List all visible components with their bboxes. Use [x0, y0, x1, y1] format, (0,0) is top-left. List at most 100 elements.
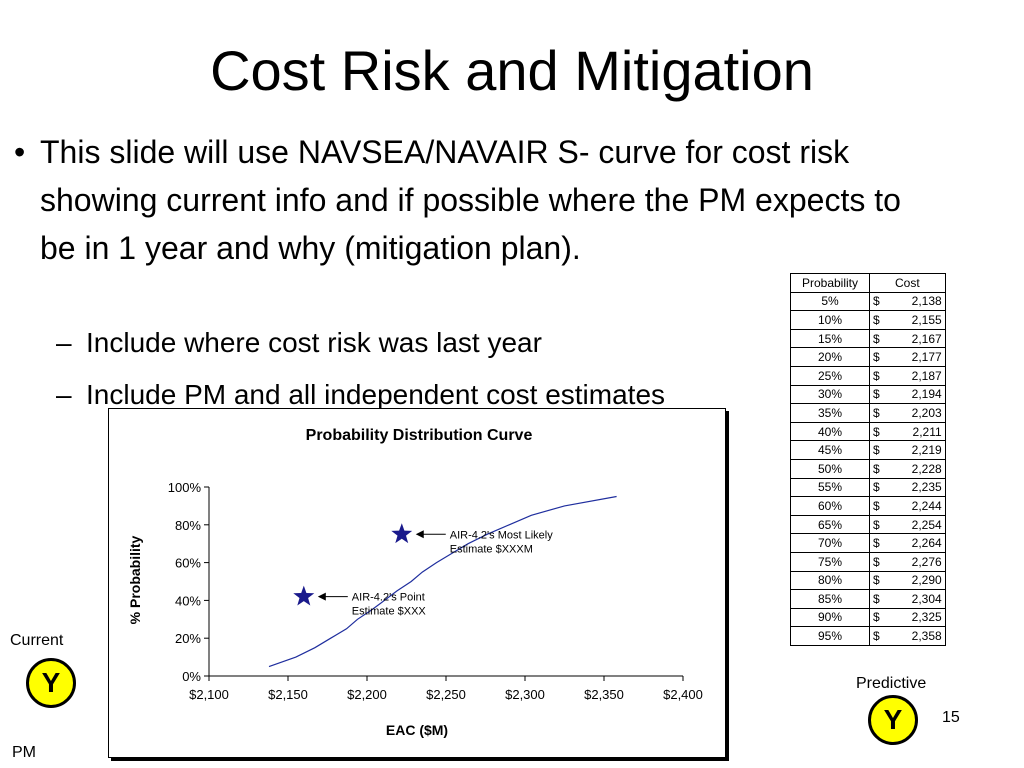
cost-cell: 2,228	[882, 458, 946, 479]
table-row: 40% $2,211	[790, 421, 946, 442]
estimate-star-marker	[293, 585, 315, 606]
slide-title: Cost Risk and Mitigation	[210, 39, 814, 102]
predictive-label: Predictive	[856, 675, 927, 692]
cost-cell: 2,290	[882, 570, 946, 591]
probability-cell: 40%	[790, 421, 870, 442]
table-row: 25% $2,187	[790, 365, 946, 386]
current-status-badge: Y	[26, 658, 76, 708]
currency-cell: $	[868, 440, 883, 460]
cost-cell: 2,211	[882, 421, 946, 442]
sub-bullet-2: – Include PM and all independent cost est…	[56, 378, 665, 412]
table-row: 15% $2,167	[790, 328, 946, 349]
annotation-label: Estimate $XXX	[352, 606, 427, 618]
y-tick-label: 60%	[175, 556, 201, 571]
table-row: 70% $2,264	[790, 533, 946, 553]
sub-bullet-text: Include where cost risk was last year	[86, 327, 542, 358]
estimate-star-marker	[391, 523, 413, 544]
probability-cell: 90%	[790, 607, 870, 628]
currency-cell: $	[868, 589, 883, 609]
pm-label: PM	[12, 744, 36, 761]
probability-distribution-chart: Probability Distribution Curve EAC ($M) …	[127, 427, 703, 738]
currency-cell: $	[868, 347, 883, 367]
probability-cell: 80%	[790, 570, 870, 591]
x-tick-label: $2,100	[189, 687, 229, 702]
cost-cell: 2,138	[882, 291, 946, 312]
cost-cell: 2,235	[882, 477, 946, 498]
currency-cell: $	[868, 514, 883, 535]
probability-cell: 85%	[790, 589, 870, 609]
annotation-arrow-head	[415, 530, 424, 539]
currency-cell: $	[868, 310, 883, 330]
cost-cell: 2,194	[882, 384, 946, 405]
table-row: 10% $2,155	[790, 310, 946, 330]
page-number: 15	[942, 709, 960, 726]
probability-cell: 50%	[790, 458, 870, 479]
cost-cell: 2,203	[882, 403, 946, 423]
annotation-label: AIR-4.2's Point	[352, 592, 425, 604]
current-label: Current	[10, 632, 64, 649]
y-tick-label: 100%	[168, 480, 202, 495]
currency-cell: $	[868, 458, 883, 479]
probability-cell: 75%	[790, 551, 870, 572]
cost-cell: 2,167	[882, 328, 946, 349]
table-row: 90% $2,325	[790, 607, 946, 628]
cost-cell: 2,219	[882, 440, 946, 460]
currency-cell: $	[868, 551, 883, 572]
table-body: 5% $2,138 10% $2,155 15% $2,167 20% $2,177 25% $2…	[790, 291, 946, 646]
probability-cell: 60%	[790, 496, 870, 516]
currency-cell: $	[868, 365, 883, 386]
probability-curve-line	[268, 495, 617, 668]
probability-cell: 65%	[790, 514, 870, 535]
sub-bullet-dash: –	[56, 379, 72, 410]
probability-cell: 95%	[790, 626, 870, 646]
y-tick-label: 0%	[182, 669, 201, 684]
annotation-label: Estimate $XXXM	[450, 543, 533, 555]
probability-cell: 10%	[790, 310, 870, 330]
cost-cell: 2,155	[882, 310, 946, 330]
x-tick-label: $2,400	[663, 687, 703, 702]
cost-cell: 2,187	[882, 365, 946, 386]
table-row: 75% $2,276	[790, 551, 946, 572]
table-row: 30% $2,194	[790, 384, 946, 405]
table-row: 95% $2,358	[790, 626, 946, 646]
probability-cell: 5%	[790, 291, 870, 312]
currency-cell: $	[868, 477, 883, 498]
probability-cell: 45%	[790, 440, 870, 460]
probability-cell: 35%	[790, 403, 870, 423]
table-row: 45% $2,219	[790, 440, 946, 460]
table-row: 35% $2,203	[790, 403, 946, 423]
probability-cell: 20%	[790, 347, 870, 367]
sub-bullet-text: Include PM and all independent cost esti…	[86, 379, 666, 410]
cost-cell: 2,304	[882, 589, 946, 609]
chart-x-label: EAC ($M)	[386, 722, 448, 738]
annotation-arrow-head	[317, 592, 326, 601]
cost-cell: 2,254	[882, 514, 946, 535]
probability-cell: 55%	[790, 477, 870, 498]
table-header-probability: Probability	[790, 273, 870, 293]
cost-cell: 2,244	[882, 496, 946, 516]
probability-cell: 30%	[790, 384, 870, 405]
probability-cell: 15%	[790, 328, 870, 349]
probability-cell: 70%	[790, 533, 870, 553]
y-tick-label: 20%	[175, 631, 201, 646]
sub-bullet-1: – Include where cost risk was last year	[56, 326, 542, 360]
chart-y-label: % Probability	[127, 535, 143, 624]
currency-cell: $	[868, 607, 883, 628]
currency-cell: $	[868, 291, 883, 312]
currency-cell: $	[868, 328, 883, 349]
table-row: 80% $2,290	[790, 570, 946, 591]
y-tick-label: 40%	[175, 593, 201, 608]
probability-cost-table: Probability Cost 5% $2,138 10% $2,155 15% $2,…	[790, 273, 946, 646]
bullet-text: This slide will use NAVSEA/NAVAIR S- cur…	[40, 134, 901, 266]
sub-bullet-dash: –	[56, 327, 72, 358]
chart-title: Probability Distribution Curve	[306, 427, 533, 444]
table-header-row: Probability Cost	[790, 273, 946, 293]
cost-cell: 2,325	[882, 607, 946, 628]
chart-panel: Probability Distribution Curve EAC ($M) …	[108, 408, 726, 758]
bullet-dot: •	[14, 134, 26, 170]
table-row: 5% $2,138	[790, 291, 946, 312]
annotation-label: AIR-4.2's Most Likely	[450, 529, 553, 541]
currency-cell: $	[868, 496, 883, 516]
table-row: 85% $2,304	[790, 589, 946, 609]
currency-cell: $	[868, 626, 883, 646]
